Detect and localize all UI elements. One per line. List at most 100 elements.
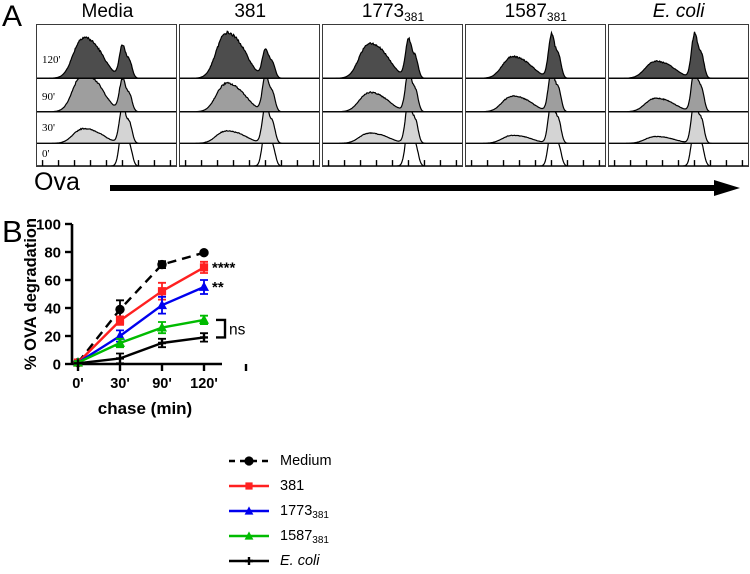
flow-panel-header-label: 381 [234,1,267,22]
legend-item-5[interactable]: E. coli [228,548,418,573]
histogram-trace [37,124,176,166]
data-point-marker [157,259,167,270]
significance-annotation-1: **** [212,259,236,276]
flow-panel-header-4: 1587381 [464,1,607,24]
data-point-marker [114,337,126,347]
significance-annotation-ns: ns [229,322,246,339]
flow-histogram-panel-5 [608,24,749,167]
histogram-trace [609,125,748,166]
legend-item-label: 381 [280,478,304,494]
flow-histogram-strip [36,24,749,167]
y-axis-tick-label: 80 [44,245,61,262]
legend-item-4[interactable]: 1587381 [228,523,418,548]
x-axis-tick-label: 90' [152,376,172,392]
data-point-marker [199,248,209,258]
flow-panel-headers: Media 381 1773381 1587381 E. coli [36,1,750,25]
legend-key-swatch [228,528,270,544]
flow-panel-header-label: Media [81,1,134,22]
histogram-trace [466,33,605,79]
legend-item-text: Medium [280,452,332,469]
data-point-marker [156,322,168,332]
histogram-trace [37,37,176,78]
x-axis-title: chase (min) [98,399,192,418]
x-axis-tick-label: 0' [72,376,84,392]
series-line [77,285,205,364]
chart-legend: Medium 381 1773381 1587381 E. coli [228,448,418,573]
data-point-marker [198,314,210,324]
panel-b: 0 20 40 60 80 100 0' 30' 90' 120' chase (min) % OVA… [0,212,430,569]
legend-key-swatch [228,478,270,494]
data-point-marker [200,333,208,342]
legend-item-subscript: 381 [312,534,329,546]
chart-axes [70,224,222,366]
ova-degradation-chart: 0 20 40 60 80 100 0' 30' 90' 120' chase (min) % OVA… [22,217,248,418]
histogram-trace [180,74,319,112]
legend-item-label: Medium [280,453,332,469]
x-axis-tick-label: 30' [110,376,130,392]
flow-panel-header-2: 381 [179,1,322,23]
y-axis-tick-label: 100 [36,217,61,234]
histogram-trace [180,31,319,78]
data-point-marker [156,299,168,310]
legend-key-swatch [228,453,270,469]
data-point-marker [157,287,167,296]
legend-item-text: 1773 [280,502,313,519]
chart-series-1587-381 [72,314,210,367]
data-point-marker [198,281,210,291]
ova-axis-label: Ova [34,168,80,196]
significance-annotation-2: ** [212,279,224,296]
y-axis-tick-label: 0 [53,357,61,374]
ova-axis-row: Ova [30,170,750,204]
legend-item-text: 381 [280,477,305,494]
legend-item-text: E. coli [280,552,320,569]
series-line [77,266,205,364]
y-axis-tick-label: 60 [44,273,61,290]
legend-item-subscript: 381 [312,509,329,521]
histogram-trace [466,125,605,166]
histogram-trace [323,38,462,78]
data-point-marker [74,359,82,368]
flow-panel-header-label: 1773 [361,1,405,22]
y-axis-tick-label: 40 [44,301,61,318]
flow-panel-header-label: 1587 [504,1,547,22]
data-point-marker [116,354,124,363]
ova-arrow-icon [110,180,740,196]
flow-panel-header-1: Media [36,1,179,23]
flow-histogram-panel-1 [36,24,177,167]
flow-histogram-panel-2 [179,24,320,167]
histogram-trace [180,125,319,166]
series-line [77,318,205,364]
y-axis-tick-label: 20 [44,329,61,346]
data-point-marker [199,263,209,272]
legend-item-3[interactable]: 1773381 [228,498,418,523]
legend-key-swatch [228,553,270,569]
flow-histogram-panel-3 [322,24,463,167]
legend-key-swatch [228,503,270,519]
ns-bracket [216,318,227,339]
data-point-marker [115,304,125,315]
legend-item-label: 1587381 [280,527,329,546]
histogram-trace [609,32,748,78]
series-line [77,336,205,365]
panel-a: A Media 381 1773381 1587381 E. coli 120' 90' 3… [0,0,750,212]
y-axis-title: % OVA degradation [22,218,40,370]
flow-panel-header-3: 1773381 [322,1,465,24]
flow-panel-header-5: E. coli [607,1,750,23]
legend-item-1[interactable]: Medium [228,448,418,473]
legend-item-label: E. coli [280,553,320,569]
chart-series-medium [73,248,209,368]
legend-item-text: 1587 [280,527,313,544]
histogram-trace [609,97,748,143]
panel-a-letter: A [2,0,23,33]
data-point-marker [115,316,125,325]
histogram-trace [323,125,462,166]
flow-panel-header-label: E. coli [652,1,705,22]
legend-item-label: 1773381 [280,502,329,521]
flow-panel-header-subscript: 381 [404,10,425,24]
series-line [77,251,205,364]
flow-histogram-panel-4 [465,24,606,167]
chart-series-e-coli [74,332,208,368]
flow-panel-header-subscript: 381 [546,10,567,24]
legend-item-2[interactable]: 381 [228,473,418,498]
panel-b-letter: B [2,214,23,249]
